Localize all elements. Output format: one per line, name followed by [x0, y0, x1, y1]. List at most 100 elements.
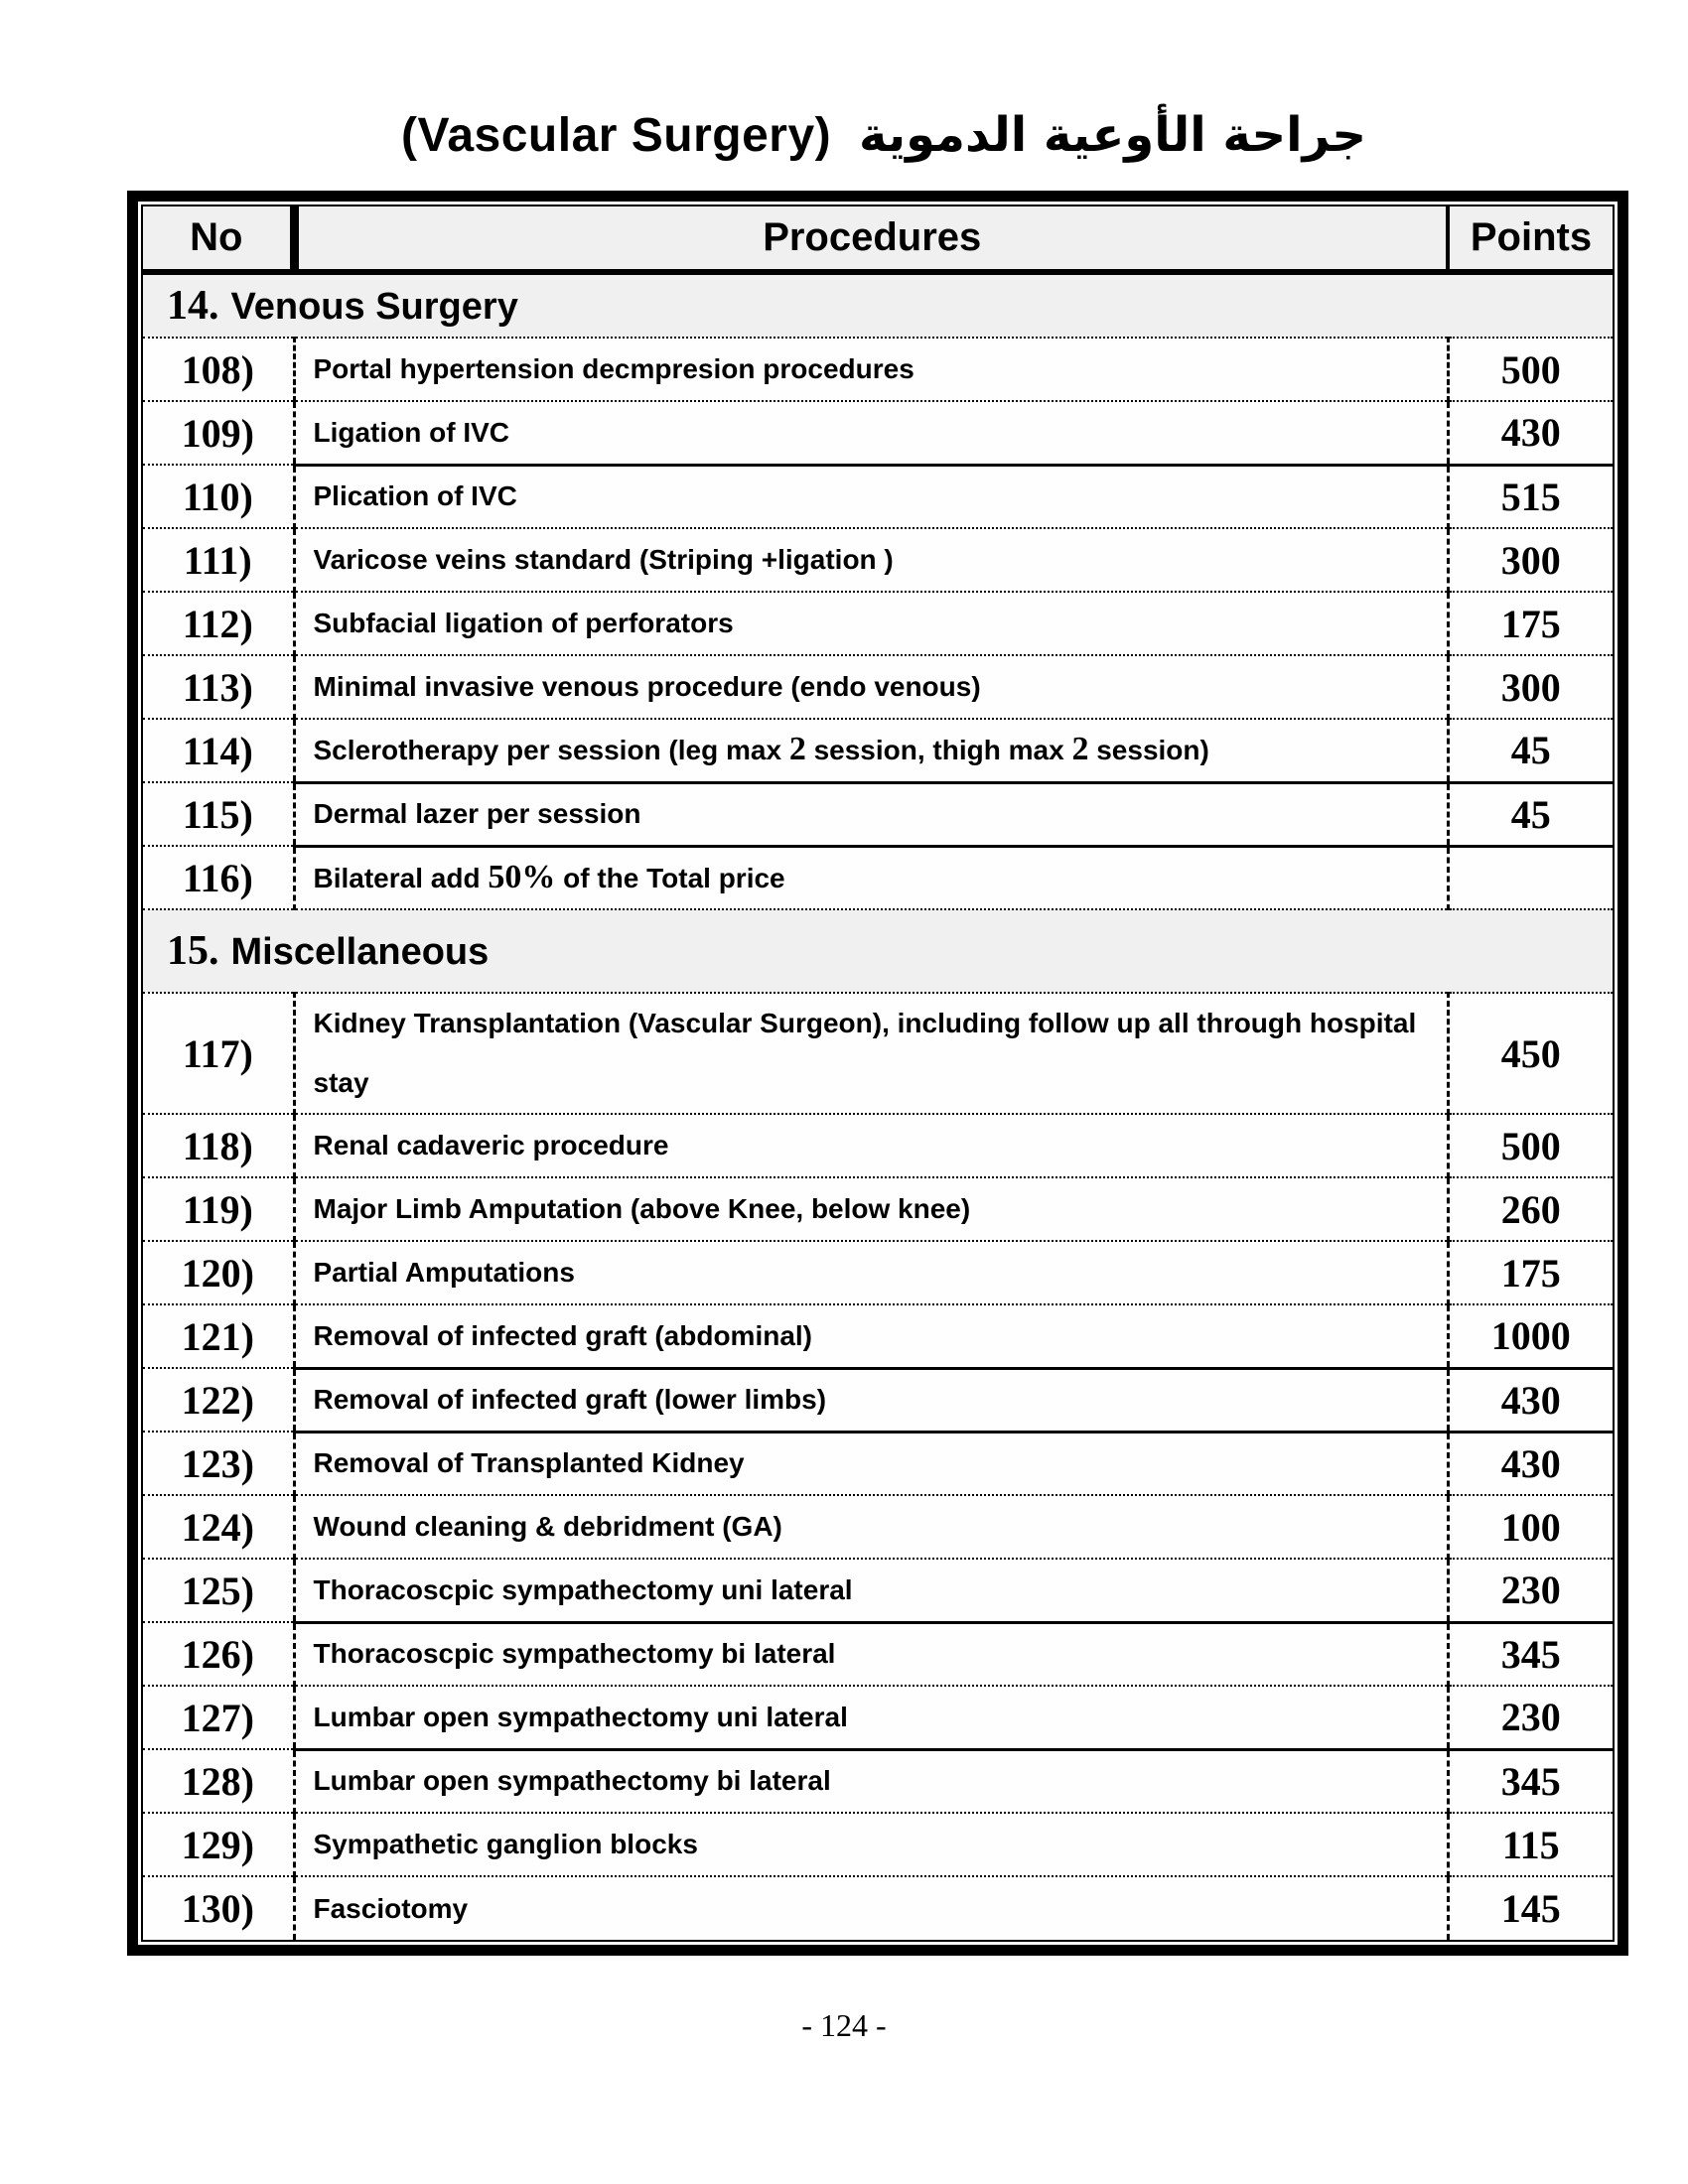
table-row: 118) Renal cadaveric procedure 500	[143, 1113, 1613, 1177]
procedure-name: Wound cleaning & debridment (GA)	[294, 1494, 1448, 1559]
table-row: 124) Wound cleaning & debridment (GA) 10…	[143, 1494, 1613, 1559]
procedures-table-frame: No Procedures Points 14. Venous Surgery 1…	[127, 191, 1628, 1956]
row-number: 124)	[143, 1494, 296, 1559]
points-value: 230	[1446, 1685, 1613, 1749]
section-header-row: 15. Miscellaneous	[143, 908, 1613, 994]
table-row: 126) Thoracoscpic sympathectomy bi later…	[143, 1620, 1613, 1686]
table-row: 129) Sympathetic ganglion blocks 115	[143, 1812, 1613, 1876]
row-number: 125)	[143, 1558, 296, 1622]
procedure-name: Fasciotomy	[294, 1875, 1448, 1940]
procedure-name: Partial Amputations	[294, 1240, 1448, 1304]
procedures-table-inner-frame: No Procedures Points 14. Venous Surgery 1…	[141, 205, 1615, 1942]
points-value: 430	[1446, 1430, 1613, 1495]
procedure-name: Thoracoscpic sympathectomy bi lateral	[294, 1620, 1448, 1686]
table-row: 110) Plication of IVC 515	[143, 463, 1613, 528]
points-value: 115	[1446, 1812, 1613, 1876]
points-value: 500	[1446, 1113, 1613, 1177]
procedure-name: Removal of infected graft (lower limbs)	[294, 1366, 1448, 1432]
procedure-name: Major Limb Amputation (above Knee, below…	[294, 1176, 1448, 1241]
procedure-name: Sclerotherapy per session (leg max 2 ses…	[294, 718, 1448, 782]
table-row: 121) Removal of infected graft (abdomina…	[143, 1303, 1613, 1368]
table-header-row: No Procedures Points	[143, 206, 1613, 275]
table-row: 115) Dermal lazer per session 45	[143, 780, 1613, 846]
points-value: 100	[1446, 1494, 1613, 1559]
points-value: 45	[1446, 718, 1613, 782]
table-row: 113) Minimal invasive venous procedure (…	[143, 654, 1613, 719]
table-row: 111) Varicose veins standard (Striping +…	[143, 527, 1613, 592]
row-number: 115)	[143, 781, 296, 846]
points-value: 515	[1446, 463, 1613, 528]
procedure-name: Ligation of IVC	[294, 400, 1448, 465]
column-header-no: No	[143, 206, 299, 275]
row-number: 130)	[143, 1875, 296, 1940]
procedure-name: Removal of infected graft (abdominal)	[294, 1303, 1448, 1368]
points-value: 260	[1446, 1176, 1613, 1241]
table-row: 116) Bilateral add 50% of the Total pric…	[143, 844, 1613, 909]
table-row: 119) Major Limb Amputation (above Knee, …	[143, 1176, 1613, 1241]
points-value: 145	[1446, 1875, 1613, 1940]
page-title-english: (Vascular Surgery)	[400, 109, 832, 162]
table-row: 125) Thoracoscpic sympathectomy uni late…	[143, 1558, 1613, 1622]
section-number: 14.	[167, 283, 219, 329]
table-row: 122) Removal of infected graft (lower li…	[143, 1366, 1613, 1432]
points-value: 450	[1446, 992, 1613, 1114]
points-value: 345	[1446, 1747, 1613, 1813]
procedure-name: Bilateral add 50% of the Total price	[294, 844, 1448, 909]
table-row: 130) Fasciotomy 145	[143, 1875, 1613, 1940]
points-value: 300	[1446, 527, 1613, 592]
points-value: 1000	[1446, 1303, 1613, 1368]
row-number: 111)	[143, 527, 296, 592]
points-value: 300	[1446, 654, 1613, 719]
row-number: 114)	[143, 718, 296, 782]
procedure-name: Varicose veins standard (Striping +ligat…	[294, 527, 1448, 592]
page-title: (Vascular Surgery) جراحة الأوعية الدموية	[79, 107, 1688, 163]
points-value: 175	[1446, 1240, 1613, 1304]
row-number: 127)	[143, 1685, 296, 1749]
section-header-cell: 15. Miscellaneous	[143, 908, 1613, 994]
points-value	[1446, 844, 1613, 909]
row-number: 120)	[143, 1240, 296, 1304]
procedure-name: Kidney Transplantation (Vascular Surgeon…	[294, 992, 1448, 1114]
table-row: 112) Subfacial ligation of perforators 1…	[143, 591, 1613, 655]
points-value: 430	[1446, 1366, 1613, 1432]
row-number: 116)	[143, 845, 296, 909]
table-row: 128) Lumbar open sympathectomy bi latera…	[143, 1747, 1613, 1813]
procedures-table: No Procedures Points 14. Venous Surgery 1…	[143, 206, 1613, 1940]
row-number: 129)	[143, 1812, 296, 1876]
procedure-name: Sympathetic ganglion blocks	[294, 1812, 1448, 1876]
column-header-procedures: Procedures	[294, 206, 1448, 275]
points-value: 345	[1446, 1620, 1613, 1686]
procedure-name: Thoracoscpic sympathectomy uni lateral	[294, 1558, 1448, 1622]
table-row: 123) Removal of Transplanted Kidney 430	[143, 1430, 1613, 1495]
table-row: 127) Lumbar open sympathectomy uni later…	[143, 1685, 1613, 1749]
row-number: 122)	[143, 1367, 296, 1432]
procedure-name: Lumbar open sympathectomy bi lateral	[294, 1747, 1448, 1813]
table-row: 117) Kidney Transplantation (Vascular Su…	[143, 992, 1613, 1114]
procedure-name: Removal of Transplanted Kidney	[294, 1430, 1448, 1495]
page-title-arabic: جراحة الأوعية الدموية	[859, 107, 1367, 163]
procedure-name: Dermal lazer per session	[294, 780, 1448, 846]
procedure-name: Subfacial ligation of perforators	[294, 591, 1448, 655]
row-number: 128)	[143, 1748, 296, 1813]
row-number: 117)	[143, 992, 296, 1114]
row-number: 108)	[143, 337, 296, 401]
procedure-name: Plication of IVC	[294, 463, 1448, 528]
points-value: 230	[1446, 1558, 1613, 1622]
row-number: 119)	[143, 1176, 296, 1241]
row-number: 110)	[143, 464, 296, 528]
points-value: 500	[1446, 337, 1613, 401]
table-row: 109) Ligation of IVC 430	[143, 400, 1613, 465]
row-number: 126)	[143, 1621, 296, 1686]
row-number: 123)	[143, 1431, 296, 1495]
row-number: 109)	[143, 400, 296, 465]
procedure-name: Portal hypertension decmpresion procedur…	[294, 337, 1448, 401]
section-title: Miscellaneous	[230, 931, 490, 973]
table-row: 108) Portal hypertension decmpresion pro…	[143, 337, 1613, 401]
section-title: Venous Surgery	[230, 286, 518, 328]
table-row: 120) Partial Amputations 175	[143, 1240, 1613, 1304]
procedure-name: Minimal invasive venous procedure (endo …	[294, 654, 1448, 719]
procedure-name: Lumbar open sympathectomy uni lateral	[294, 1685, 1448, 1749]
points-value: 430	[1446, 400, 1613, 465]
row-number: 112)	[143, 591, 296, 655]
